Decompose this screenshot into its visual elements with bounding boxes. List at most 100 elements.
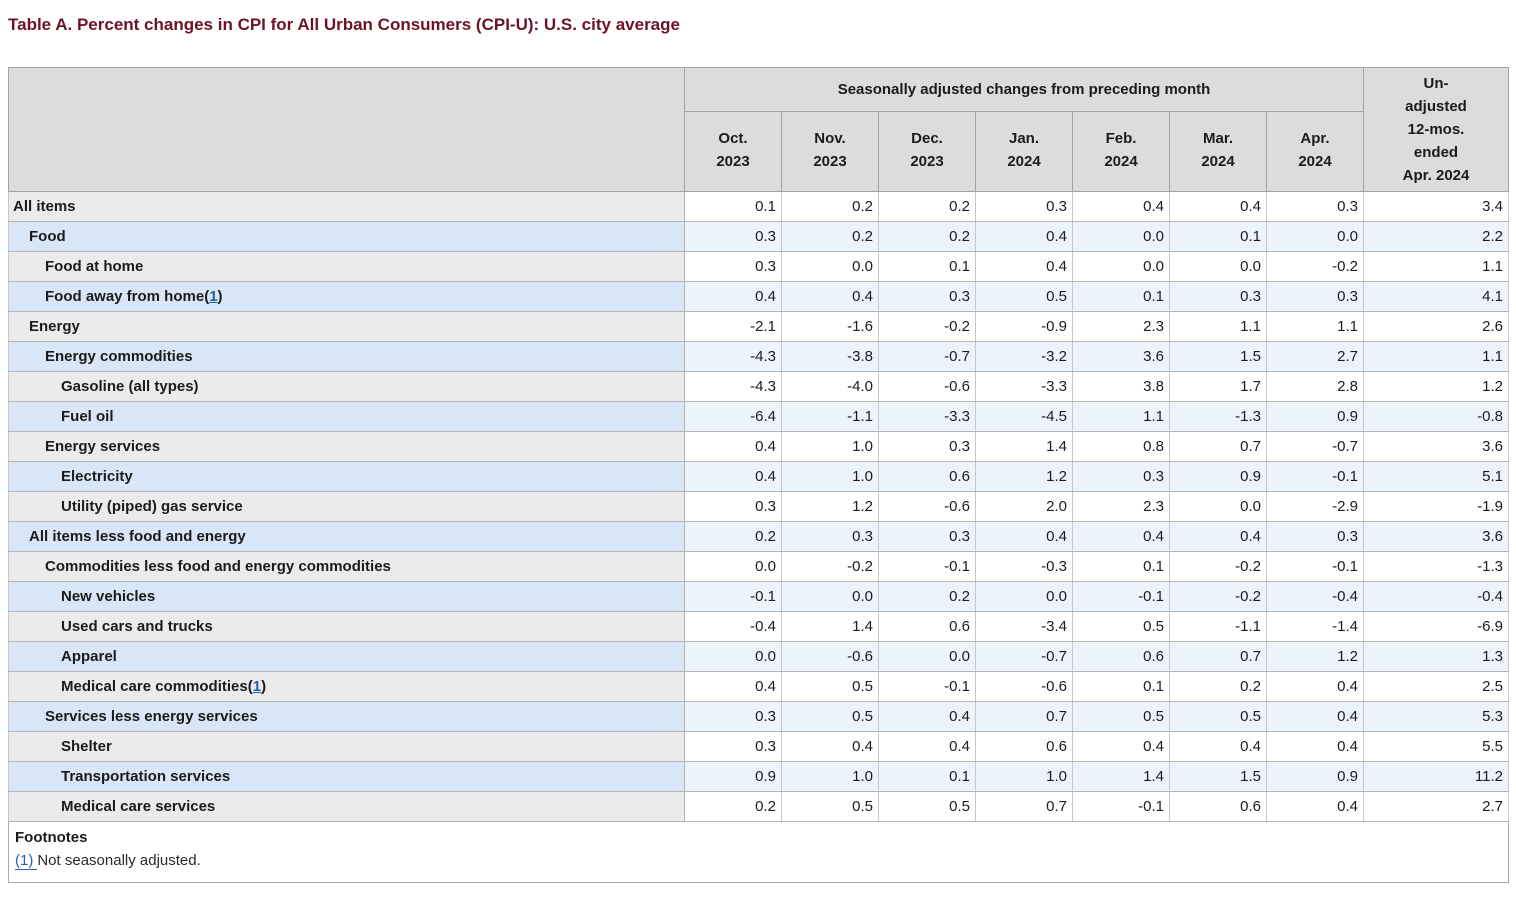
- value-cell: -4.3: [684, 341, 782, 372]
- value-cell: 1.2: [781, 491, 879, 522]
- table-header: Seasonally adjusted changes from precedi…: [8, 67, 1509, 192]
- value-cell: 0.9: [1169, 461, 1267, 492]
- row-label: Shelter: [8, 731, 685, 762]
- footnotes-section: Footnotes (1) Not seasonally adjusted.: [8, 821, 1509, 883]
- value-cell: 0.6: [975, 731, 1073, 762]
- value-cell: 1.0: [781, 761, 879, 792]
- value-cell: 0.4: [684, 431, 782, 462]
- row-label: Fuel oil: [8, 401, 685, 432]
- group-header-row: Seasonally adjusted changes from precedi…: [8, 67, 1509, 192]
- value-cell: 1.0: [781, 431, 879, 462]
- table-row: Utility (piped) gas service 0.3 1.2 -0.6 2.0…: [8, 491, 1509, 522]
- value-cell: -0.2: [1169, 551, 1267, 582]
- value-cell: 0.4: [1169, 191, 1267, 222]
- footnote-ref-link[interactable]: 1: [209, 288, 218, 305]
- table-row: Shelter 0.3 0.4 0.4 0.6 0.4 0.4 0.4 5.5: [8, 731, 1509, 762]
- month-name: Apr.: [1300, 130, 1330, 147]
- unadjusted-header-line: ended: [1413, 144, 1459, 161]
- month-year: 2024: [1104, 153, 1138, 170]
- month-year: 2023: [813, 153, 847, 170]
- row-label: Used cars and trucks: [8, 611, 685, 642]
- value-cell: -3.8: [781, 341, 879, 372]
- value-cell: 1.0: [781, 461, 879, 492]
- value-cell: -0.4: [1363, 581, 1509, 612]
- row-label: Apparel: [8, 641, 685, 672]
- value-cell: 0.4: [1266, 701, 1364, 732]
- value-cell: 0.0: [975, 581, 1073, 612]
- value-cell: 0.4: [975, 251, 1073, 282]
- footnotes-row: Footnotes (1) Not seasonally adjusted.: [8, 821, 1509, 883]
- row-label: All items less food and energy: [8, 521, 685, 552]
- table-row: All items 0.1 0.2 0.2 0.3 0.4 0.4 0.3 3.4: [8, 191, 1509, 222]
- value-cell: 0.0: [781, 251, 879, 282]
- value-cell: 5.5: [1363, 731, 1509, 762]
- value-cell: -0.1: [878, 551, 976, 582]
- value-cell: 0.0: [1072, 221, 1170, 252]
- value-cell: 0.0: [1169, 251, 1267, 282]
- table-row: Energy commodities -4.3 -3.8 -0.7 -3.2 3.6 1.5…: [8, 341, 1509, 372]
- value-cell: 0.0: [684, 551, 782, 582]
- value-cell: 0.4: [1072, 731, 1170, 762]
- month-name: Mar.: [1202, 130, 1233, 147]
- value-cell: -1.3: [1363, 551, 1509, 582]
- table-row: All items less food and energy 0.2 0.3 0.3 0…: [8, 521, 1509, 552]
- value-cell: -0.1: [1072, 791, 1170, 822]
- month-name: Oct.: [718, 130, 748, 147]
- cpi-table: Seasonally adjusted changes from precedi…: [8, 67, 1509, 883]
- table-row: New vehicles -0.1 0.0 0.2 0.0 -0.1 -0.2 -0.4 -0.…: [8, 581, 1509, 612]
- row-label: Commodities less food and energy commodi…: [8, 551, 685, 582]
- value-cell: -0.4: [1266, 581, 1364, 612]
- value-cell: -0.4: [684, 611, 782, 642]
- value-cell: -0.6: [781, 641, 879, 672]
- value-cell: 0.5: [1169, 701, 1267, 732]
- value-cell: -3.4: [975, 611, 1073, 642]
- table-row: Fuel oil -6.4 -1.1 -3.3 -4.5 1.1 -1.3 0.9 -0.8: [8, 401, 1509, 432]
- value-cell: 0.4: [781, 281, 879, 312]
- value-cell: 1.2: [1363, 371, 1509, 402]
- value-cell: 4.1: [1363, 281, 1509, 312]
- value-cell: 1.7: [1169, 371, 1267, 402]
- value-cell: 0.7: [1169, 641, 1267, 672]
- footnote-ref-link[interactable]: 1: [252, 678, 262, 695]
- value-cell: 0.9: [1266, 401, 1364, 432]
- page-title: Table A. Percent changes in CPI for All …: [8, 15, 680, 34]
- unadjusted-header-line: Un-: [1423, 75, 1449, 92]
- value-cell: 0.2: [878, 191, 976, 222]
- value-cell: 0.1: [1072, 551, 1170, 582]
- value-cell: 2.7: [1266, 341, 1364, 372]
- value-cell: 1.4: [975, 431, 1073, 462]
- value-cell: 0.3: [684, 701, 782, 732]
- value-cell: 0.2: [878, 221, 976, 252]
- value-cell: 0.4: [878, 731, 976, 762]
- value-cell: 0.9: [1266, 761, 1364, 792]
- value-cell: -0.8: [1363, 401, 1509, 432]
- value-cell: 0.5: [878, 791, 976, 822]
- value-cell: 1.3: [1363, 641, 1509, 672]
- value-cell: 0.4: [1169, 521, 1267, 552]
- value-cell: 1.5: [1169, 761, 1267, 792]
- value-cell: 0.4: [878, 701, 976, 732]
- table-row: Medical care commodities(1) 0.4 0.5 -0.1 -0.…: [8, 671, 1509, 702]
- value-cell: -0.6: [975, 671, 1073, 702]
- table-body: All items 0.1 0.2 0.2 0.3 0.4 0.4 0.3 3.4 Food 0.3…: [8, 191, 1509, 822]
- value-cell: 0.0: [684, 641, 782, 672]
- value-cell: 0.3: [878, 431, 976, 462]
- value-cell: 1.1: [1072, 401, 1170, 432]
- row-label: Energy services: [8, 431, 685, 462]
- value-cell: 0.3: [684, 251, 782, 282]
- row-label: All items: [8, 191, 685, 222]
- value-cell: -4.0: [781, 371, 879, 402]
- value-cell: -0.7: [878, 341, 976, 372]
- value-cell: 0.4: [1266, 731, 1364, 762]
- value-cell: 1.1: [1363, 251, 1509, 282]
- month-header-apr-2024: Apr. 2024: [1266, 111, 1364, 192]
- row-label: Medical care services: [8, 791, 685, 822]
- footnote-1-link[interactable]: (1): [15, 852, 38, 870]
- month-header-row: Oct. 2023 Nov. 2023 Dec. 2023 Jan. 2024 Feb. 2024…: [9, 111, 1509, 192]
- row-label: Food: [8, 221, 685, 252]
- table-row: Services less energy services 0.3 0.5 0.4 0.…: [8, 701, 1509, 732]
- month-year: 2023: [910, 153, 944, 170]
- value-cell: 0.1: [878, 251, 976, 282]
- value-cell: 0.6: [1072, 641, 1170, 672]
- value-cell: 0.1: [1072, 671, 1170, 702]
